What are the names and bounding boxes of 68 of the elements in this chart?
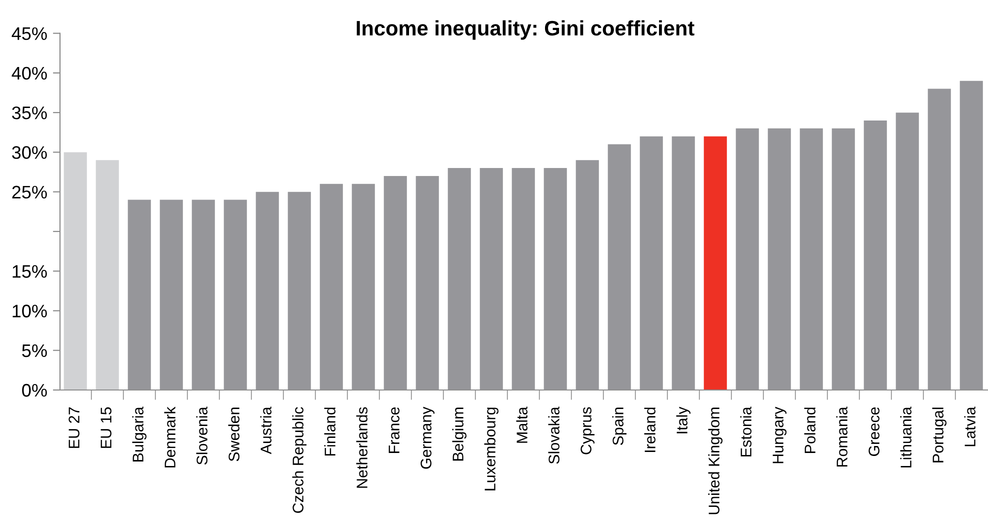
x-tick-label: France — [388, 407, 400, 453]
bar — [832, 128, 855, 390]
bar — [800, 128, 823, 390]
x-tick-label: Finland — [324, 408, 336, 456]
chart-title: Income inequality: Gini coefficient — [356, 20, 694, 40]
y-tick-label: 35% — [12, 106, 47, 120]
bar — [928, 88, 951, 390]
x-tick-label: Slovenia — [196, 406, 208, 465]
x-tick-label: Slovakia — [548, 406, 560, 464]
x-tick-label: Czech Republic — [292, 407, 306, 513]
bar — [544, 168, 567, 390]
x-tick-label: Germany — [420, 406, 434, 469]
y-tick-label: 0% — [22, 384, 47, 397]
x-tick-label: Ireland — [644, 408, 656, 452]
x-tick-label: Netherlands — [356, 407, 368, 488]
bar — [160, 200, 183, 390]
bar — [480, 168, 503, 390]
bar — [384, 176, 407, 390]
x-tick-label: Austria — [260, 406, 272, 454]
x-tick-label: Cyprus — [580, 407, 594, 454]
x-tick-label: Latvia — [964, 406, 976, 446]
bar — [224, 200, 247, 390]
bar — [768, 128, 791, 390]
x-tick-label: Romania — [836, 406, 848, 467]
bar — [448, 168, 471, 390]
bar — [256, 192, 279, 390]
x-tick-label: Estonia — [740, 406, 752, 456]
y-tick-label: 5% — [22, 344, 47, 358]
x-tick-label: Portugal — [932, 408, 946, 462]
bar — [640, 136, 663, 390]
x-tick-label: Denmark — [164, 406, 176, 468]
bar — [672, 136, 695, 390]
x-tick-label: Bulgaria — [132, 406, 146, 462]
x-tick-label: Lithuania — [900, 406, 912, 468]
y-tick-label: 25% — [12, 186, 47, 199]
bar — [896, 112, 919, 390]
x-tick-label: Greece — [868, 407, 880, 456]
bar — [352, 184, 375, 390]
y-tick-label: 30% — [12, 146, 47, 159]
bar — [512, 168, 535, 390]
y-tick-label: 45% — [12, 27, 47, 40]
x-tick-label: Italy — [676, 406, 690, 434]
bar — [576, 160, 599, 390]
y-tick-label: 10% — [12, 304, 47, 318]
y-tick-label: 15% — [12, 265, 47, 278]
bar — [192, 200, 215, 390]
bar — [320, 184, 343, 390]
x-tick-label: Poland — [804, 408, 816, 453]
bar — [960, 80, 983, 390]
x-tick-label: Malta — [516, 406, 528, 443]
x-tick-label: Belgium — [452, 408, 466, 461]
bar — [288, 192, 311, 390]
bar — [416, 176, 439, 390]
x-tick-label: EU 15 — [100, 407, 112, 448]
x-tick-label: Luxembourg — [484, 408, 498, 490]
y-tick-label: 40% — [12, 66, 47, 80]
bar — [608, 144, 631, 390]
x-tick-label: Sweden — [228, 408, 240, 462]
bar — [864, 120, 887, 390]
bar — [704, 136, 727, 390]
bar — [96, 160, 119, 390]
bar — [736, 128, 759, 390]
x-tick-label: Hungary — [772, 406, 786, 464]
x-tick-label: EU 27 — [68, 407, 80, 448]
x-tick-label: United Kingdom — [708, 408, 722, 514]
bar — [64, 152, 87, 390]
x-tick-label: Spain — [612, 408, 626, 446]
bar — [128, 200, 151, 390]
